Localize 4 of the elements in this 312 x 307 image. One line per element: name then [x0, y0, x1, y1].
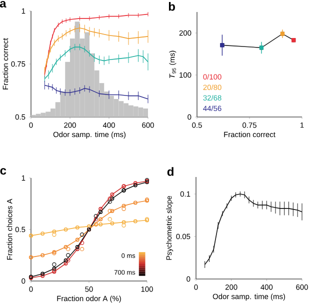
chart-title: b	[168, 2, 175, 11]
chart-title: d	[167, 167, 174, 176]
chart-title: a	[0, 0, 6, 8]
chart-title: c	[0, 168, 6, 175]
